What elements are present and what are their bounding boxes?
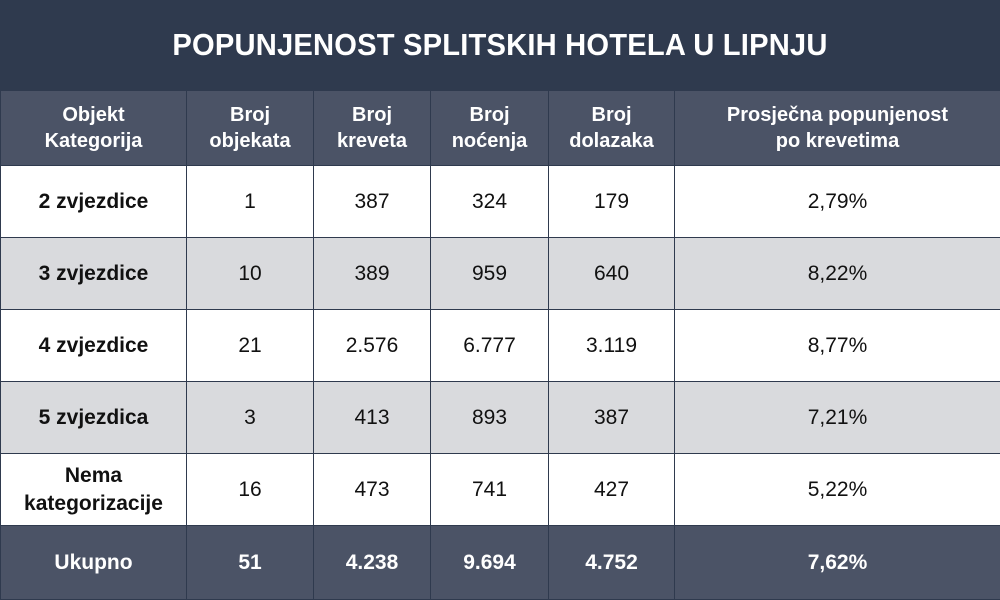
cell-beds: 2.576 [314,310,431,382]
cell-nights: 959 [431,238,549,310]
table-row: 5 zvjezdica 3 413 893 387 7,21% [1,382,1000,454]
cell-occupancy: 8,22% [675,238,1000,310]
table-row: 2 zvjezdice 1 387 324 179 2,79% [1,166,1000,238]
category-line: Nema [5,462,182,490]
cell-occupancy: 2,79% [675,166,1000,238]
cell-arrivals: 387 [549,382,675,454]
total-beds: 4.238 [314,526,431,600]
category-line: 2 zvjezdice [5,188,182,216]
total-objects: 51 [187,526,314,600]
total-label: Ukupno [1,526,187,600]
category-line: kategorizacije [5,490,182,518]
row-category: 4 zvjezdice [1,310,187,382]
page-title: POPUNJENOST SPLITSKIH HOTELA U LIPNJU [30,0,970,90]
header-line: dolazaka [553,128,670,154]
total-arrivals: 4.752 [549,526,675,600]
cell-nights: 741 [431,454,549,526]
cell-nights: 6.777 [431,310,549,382]
row-category: 5 zvjezdica [1,382,187,454]
category-line: 4 zvjezdice [5,332,182,360]
cell-beds: 387 [314,166,431,238]
header-line: noćenja [435,128,544,154]
header-line: Broj [435,102,544,128]
cell-occupancy: 5,22% [675,454,1000,526]
cell-arrivals: 640 [549,238,675,310]
header-line: Broj [553,102,670,128]
cell-arrivals: 427 [549,454,675,526]
header-line: kreveta [318,128,426,154]
cell-nights: 893 [431,382,549,454]
cell-objects: 21 [187,310,314,382]
header-line: objekata [191,128,309,154]
table-row: 3 zvjezdice 10 389 959 640 8,22% [1,238,1000,310]
header-line: po krevetima [679,128,996,154]
cell-objects: 16 [187,454,314,526]
header-line: Kategorija [5,128,182,154]
cell-beds: 389 [314,238,431,310]
header-line: Broj [318,102,426,128]
total-row: Ukupno 51 4.238 9.694 4.752 7,62% [1,526,1000,600]
cell-beds: 473 [314,454,431,526]
category-line: 5 zvjezdica [5,404,182,432]
cell-occupancy: 8,77% [675,310,1000,382]
header-line: Broj [191,102,309,128]
row-category: 3 zvjezdice [1,238,187,310]
cell-occupancy: 7,21% [675,382,1000,454]
cell-objects: 10 [187,238,314,310]
category-line: 3 zvjezdice [5,260,182,288]
total-occupancy: 7,62% [675,526,1000,600]
header-line: Prosječna popunjenost [679,102,996,128]
table-row: 4 zvjezdice 21 2.576 6.777 3.119 8,77% [1,310,1000,382]
cell-nights: 324 [431,166,549,238]
cell-arrivals: 3.119 [549,310,675,382]
cell-beds: 413 [314,382,431,454]
cell-objects: 3 [187,382,314,454]
total-nights: 9.694 [431,526,549,600]
header-line: Objekt [5,102,182,128]
cell-objects: 1 [187,166,314,238]
row-category: 2 zvjezdice [1,166,187,238]
cell-arrivals: 179 [549,166,675,238]
